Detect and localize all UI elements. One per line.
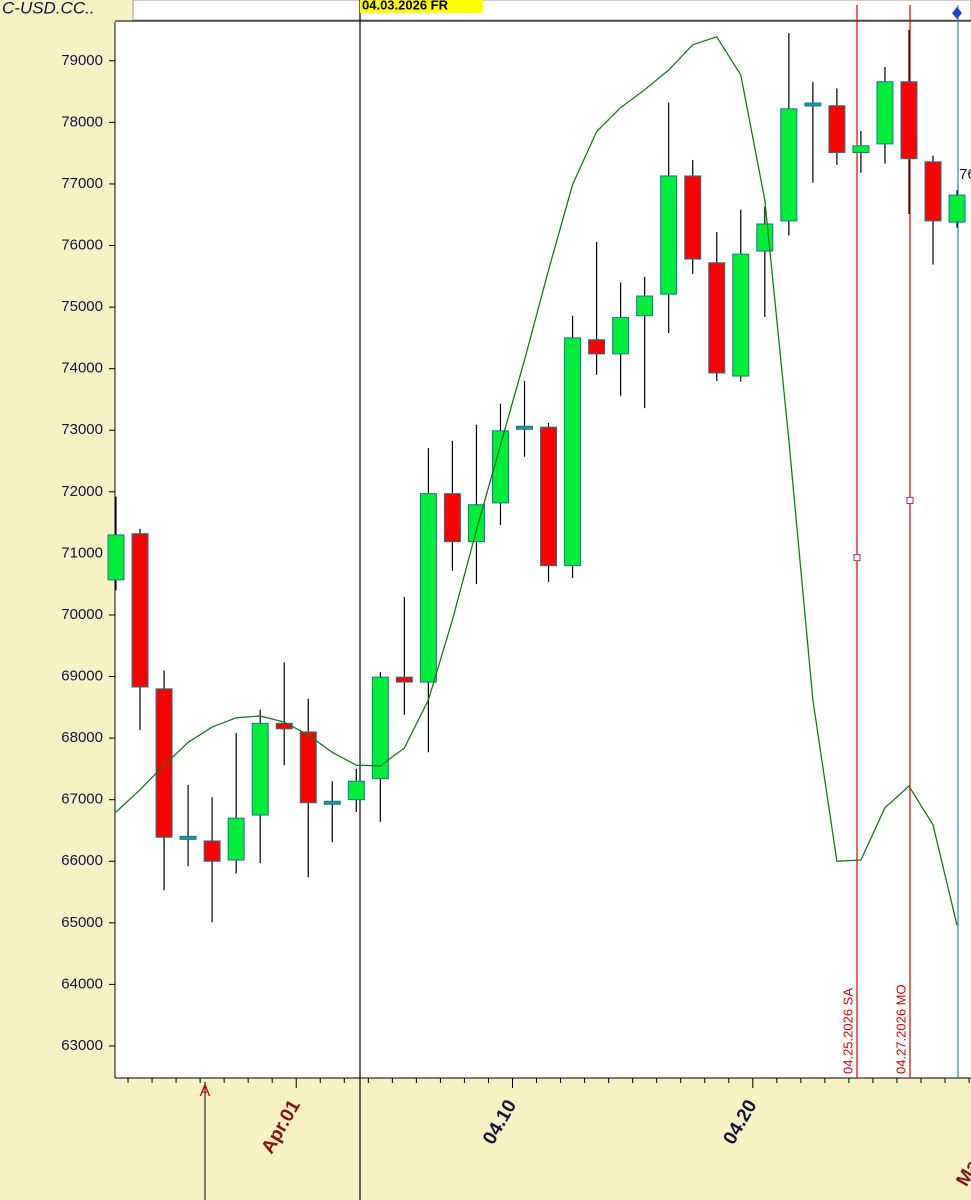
- y-tick-label: 70000: [61, 606, 103, 623]
- y-tick-label: 77000: [61, 175, 103, 192]
- moving-average: [115, 35, 958, 926]
- candle-body: [780, 108, 798, 222]
- candle-body: [636, 295, 654, 317]
- candle-body: [443, 493, 461, 543]
- y-tick-label: 71000: [61, 544, 103, 561]
- marker-point: [853, 554, 861, 562]
- candle-body: [540, 426, 558, 567]
- candle-body: [588, 339, 606, 355]
- candle-body: [131, 533, 149, 688]
- marker-label: 04.25.2026 SA: [840, 988, 855, 1074]
- y-tick-label: 73000: [61, 421, 103, 438]
- candle-body: [203, 840, 221, 862]
- candle-body: [179, 835, 197, 840]
- y-tick-label: 79000: [61, 52, 103, 69]
- candle-body: [828, 105, 846, 154]
- y-tick-label: 78000: [61, 113, 103, 130]
- candle-body: [804, 102, 822, 107]
- last-price-label: 76: [959, 166, 971, 183]
- y-tick-label: 67000: [61, 791, 103, 808]
- candle-body: [876, 81, 894, 145]
- y-tick-label: 69000: [61, 668, 103, 685]
- candle-body: [275, 722, 293, 730]
- candle-body: [564, 337, 582, 567]
- candle-body: [756, 223, 774, 252]
- candle-body: [347, 780, 365, 801]
- candle-body: [948, 194, 966, 223]
- marker-point: [906, 496, 914, 504]
- candle-body: [491, 430, 509, 504]
- candle-body: [708, 262, 726, 374]
- y-tick-label: 65000: [61, 914, 103, 931]
- y-tick-label: 66000: [61, 852, 103, 869]
- candle-body: [660, 175, 678, 295]
- marker-label: 04.03.2026 FR: [362, 0, 449, 12]
- candle-body: [227, 817, 245, 861]
- candle-body: [900, 81, 918, 160]
- cursor-diamond: [952, 7, 962, 19]
- marker-label-bg: [360, 0, 483, 13]
- candle-body: [371, 676, 389, 780]
- candle-body: [251, 722, 269, 816]
- candle-body: [684, 175, 702, 260]
- candle-body: [395, 676, 413, 683]
- y-tick-label: 76000: [61, 236, 103, 253]
- marker-label: 04.27.2026 MO: [893, 984, 908, 1074]
- candle-body: [732, 253, 750, 377]
- candle-body: [516, 425, 534, 430]
- candle-body: [155, 688, 173, 838]
- candle-body: [107, 534, 125, 581]
- candle-body: [612, 317, 630, 355]
- y-tick-label: 64000: [61, 975, 103, 992]
- candle-body: [852, 145, 870, 154]
- symbol-input[interactable]: [132, 0, 971, 21]
- candle-body: [323, 800, 341, 805]
- axis-marker: A: [200, 1083, 211, 1100]
- symbol-label: C-USD.CC..: [2, 0, 95, 17]
- y-tick-label: 63000: [61, 1037, 103, 1054]
- y-tick-label: 68000: [61, 729, 103, 746]
- y-tick-label: 72000: [61, 483, 103, 500]
- y-tick-label: 74000: [61, 360, 103, 377]
- y-tick-label: 75000: [61, 298, 103, 315]
- candle-body: [419, 493, 437, 683]
- candle-body: [299, 731, 317, 804]
- candle-body: [924, 161, 942, 222]
